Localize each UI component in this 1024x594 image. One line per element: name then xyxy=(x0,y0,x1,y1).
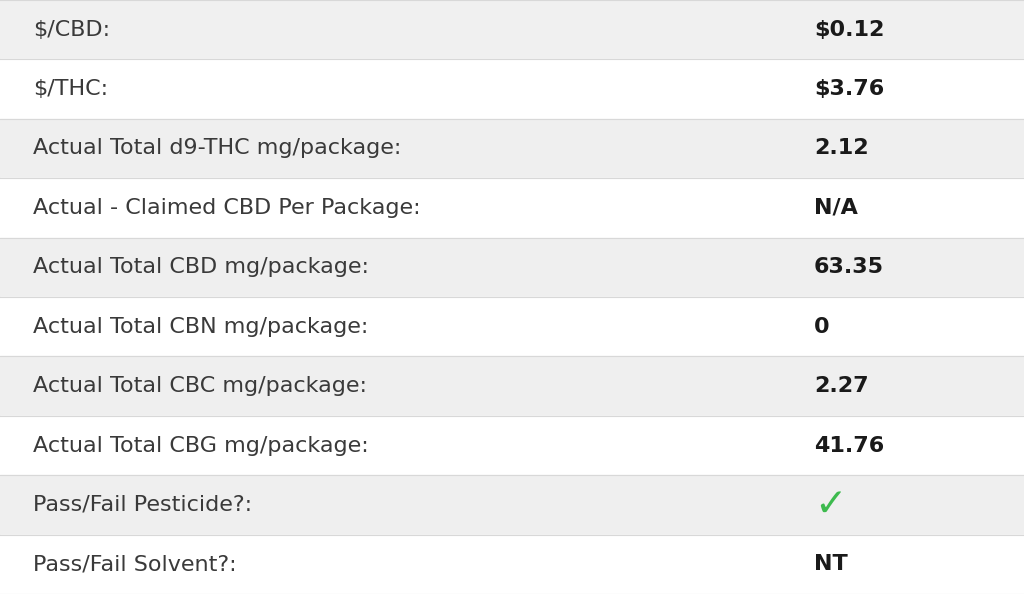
Text: $/CBD:: $/CBD: xyxy=(33,20,110,40)
Text: NT: NT xyxy=(814,554,848,574)
Text: $0.12: $0.12 xyxy=(814,20,885,40)
Bar xyxy=(0,59,1024,119)
Bar xyxy=(0,297,1024,356)
Text: 0: 0 xyxy=(814,317,829,337)
Text: 2.12: 2.12 xyxy=(814,138,868,159)
Bar xyxy=(0,238,1024,297)
Text: 63.35: 63.35 xyxy=(814,257,884,277)
Bar xyxy=(0,416,1024,475)
Bar xyxy=(0,475,1024,535)
Bar xyxy=(0,119,1024,178)
Text: Actual Total CBD mg/package:: Actual Total CBD mg/package: xyxy=(33,257,369,277)
Text: ✓: ✓ xyxy=(814,486,847,524)
Text: Actual Total CBC mg/package:: Actual Total CBC mg/package: xyxy=(33,376,367,396)
Bar xyxy=(0,178,1024,238)
Bar xyxy=(0,535,1024,594)
Text: Actual Total CBN mg/package:: Actual Total CBN mg/package: xyxy=(33,317,369,337)
Text: $3.76: $3.76 xyxy=(814,79,885,99)
Text: $/THC:: $/THC: xyxy=(33,79,108,99)
Text: N/A: N/A xyxy=(814,198,858,218)
Text: Pass/Fail Pesticide?:: Pass/Fail Pesticide?: xyxy=(33,495,252,515)
Bar xyxy=(0,356,1024,416)
Text: 2.27: 2.27 xyxy=(814,376,868,396)
Text: Actual Total CBG mg/package:: Actual Total CBG mg/package: xyxy=(33,435,369,456)
Text: Actual - Claimed CBD Per Package:: Actual - Claimed CBD Per Package: xyxy=(33,198,421,218)
Text: Actual Total d9-THC mg/package:: Actual Total d9-THC mg/package: xyxy=(33,138,401,159)
Text: 41.76: 41.76 xyxy=(814,435,885,456)
Bar xyxy=(0,0,1024,59)
Text: Pass/Fail Solvent?:: Pass/Fail Solvent?: xyxy=(33,554,237,574)
